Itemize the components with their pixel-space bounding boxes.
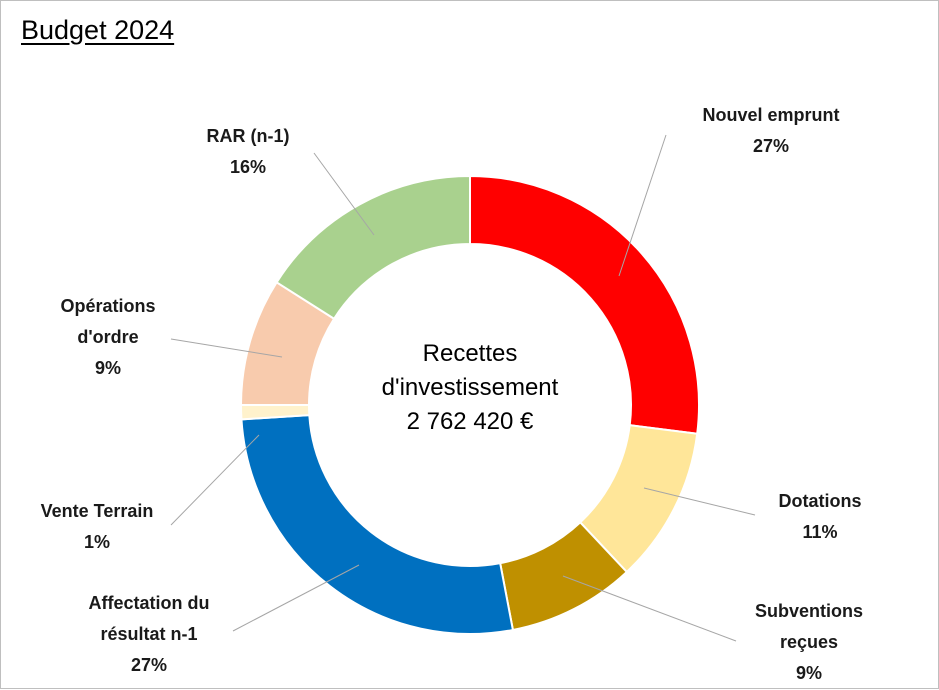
leader-line-0 — [618, 134, 667, 277]
leader-line-2 — [562, 575, 737, 642]
slice-name-label-5: Opérations — [60, 296, 155, 316]
slice-percent-label-2: 9% — [796, 663, 822, 683]
slice-name-label-0: Nouvel emprunt — [702, 105, 839, 125]
leader-line-6 — [313, 152, 375, 236]
center-label-line-0: Recettes — [423, 340, 518, 367]
slice-percent-label-4: 1% — [84, 532, 110, 552]
slice-percent-label-5: 9% — [95, 358, 121, 378]
slice-name-label-6: RAR (n-1) — [207, 126, 290, 146]
slice-name-label-2: Subventions — [755, 601, 863, 621]
donut-slice-6 — [275, 174, 471, 321]
slice-percent-label-0: 27% — [753, 136, 789, 156]
slice-name-label-1: Dotations — [779, 491, 862, 511]
slice-name-label-5: d'ordre — [77, 327, 138, 347]
slice-name-label-3: résultat n-1 — [100, 624, 197, 644]
leader-line-3 — [232, 564, 360, 632]
center-label-line-2: 2 762 420 € — [407, 408, 534, 435]
leader-line-1 — [643, 487, 756, 516]
slice-percent-label-3: 27% — [131, 655, 167, 675]
slice-name-label-4: Vente Terrain — [41, 501, 154, 521]
donut-slice-0 — [469, 174, 700, 435]
chart-title: Budget 2024 — [21, 15, 175, 45]
leader-line-4 — [170, 434, 260, 526]
leader-line-5 — [170, 338, 283, 358]
slice-name-label-3: Affectation du — [89, 593, 210, 613]
donut-slice-3 — [240, 414, 515, 635]
slice-percent-label-6: 16% — [230, 157, 266, 177]
center-label-line-1: d'investissement — [382, 374, 559, 401]
slice-name-label-2: reçues — [780, 632, 838, 652]
slice-percent-label-1: 11% — [802, 522, 837, 542]
